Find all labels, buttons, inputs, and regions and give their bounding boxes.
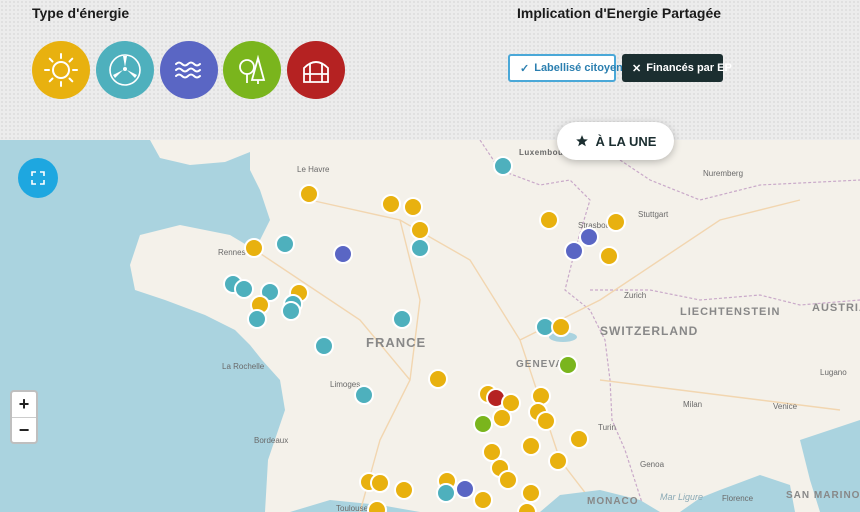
- project-marker-solar[interactable]: [539, 210, 559, 230]
- label-florence: Florence: [722, 494, 754, 503]
- project-marker-solar[interactable]: [492, 408, 512, 428]
- project-marker-solar[interactable]: [428, 369, 448, 389]
- energy-filter-wind[interactable]: [96, 41, 154, 99]
- label-france: FRANCE: [366, 335, 427, 350]
- label-stuttgart: Stuttgart: [638, 210, 669, 219]
- label-lugano: Lugano: [820, 368, 847, 377]
- labellise-citoyen-label: Labellisé citoyen: [534, 62, 623, 74]
- labellise-citoyen-button[interactable]: ✓ Labellisé citoyen: [508, 54, 623, 82]
- project-marker-solar[interactable]: [536, 411, 556, 431]
- label-turin: Turin: [598, 423, 616, 432]
- project-marker-solar[interactable]: [410, 220, 430, 240]
- label-la-rochelle: La Rochelle: [222, 362, 265, 371]
- project-marker-solar[interactable]: [381, 194, 401, 214]
- label-geneva: GENEVA: [516, 359, 564, 370]
- label-venice: Venice: [773, 402, 798, 411]
- energy-filter-solar[interactable]: [32, 41, 90, 99]
- project-marker-hydro[interactable]: [564, 241, 584, 261]
- close-icon: ✕: [632, 62, 642, 75]
- project-marker-biomass[interactable]: [558, 355, 578, 375]
- label-switzerland: SWITZERLAND: [600, 324, 699, 338]
- project-marker-solar[interactable]: [370, 473, 390, 493]
- zoom-control: + −: [10, 390, 38, 444]
- project-marker-solar[interactable]: [403, 197, 423, 217]
- project-marker-wind[interactable]: [410, 238, 430, 258]
- label-bordeaux: Bordeaux: [254, 436, 289, 445]
- project-marker-biomass[interactable]: [473, 414, 493, 434]
- fullscreen-button[interactable]: [18, 158, 58, 198]
- map-base-layer: [130, 140, 860, 512]
- water-waves-icon: [175, 61, 201, 79]
- featured-button[interactable]: À LA UNE: [557, 122, 674, 160]
- label-rennes: Rennes: [218, 248, 246, 257]
- project-marker-solar[interactable]: [299, 184, 319, 204]
- project-marker-wind[interactable]: [281, 301, 301, 321]
- project-marker-wind[interactable]: [247, 309, 267, 329]
- project-marker-solar[interactable]: [551, 317, 571, 337]
- label-strasbourg: Strasbourg: [578, 221, 618, 230]
- project-marker-solar[interactable]: [498, 470, 518, 490]
- label-zurich: Zurich: [624, 291, 647, 300]
- fullscreen-icon: [31, 171, 45, 185]
- project-marker-wind[interactable]: [392, 309, 412, 329]
- project-marker-solar[interactable]: [548, 451, 568, 471]
- featured-label: À LA UNE: [595, 133, 657, 149]
- project-marker-solar[interactable]: [606, 212, 626, 232]
- project-marker-solar[interactable]: [599, 246, 619, 266]
- check-icon: ✓: [520, 62, 530, 75]
- label-mar-ligure: Mar Ligure: [660, 492, 704, 502]
- energy-filter-methane[interactable]: [287, 41, 345, 99]
- label-limoges: Limoges: [330, 380, 361, 389]
- label-toulouse: Toulouse: [336, 504, 369, 512]
- label-nuremberg: Nuremberg: [703, 169, 744, 178]
- zoom-out-button[interactable]: −: [12, 417, 36, 442]
- label-monaco: MONACO: [587, 496, 639, 507]
- map-view[interactable]: Le Havre Luxembourg Nuremberg Stuttgart …: [0, 140, 860, 512]
- filter-panel: Type d'énergie Implication d'Energie Par…: [0, 0, 860, 140]
- star-icon: [575, 135, 588, 147]
- project-marker-wind[interactable]: [493, 156, 513, 176]
- wind-turbine-icon: [109, 54, 141, 86]
- project-marker-solar[interactable]: [569, 429, 589, 449]
- label-genoa: Genoa: [640, 460, 665, 469]
- project-marker-solar[interactable]: [473, 490, 493, 510]
- project-marker-solar[interactable]: [394, 480, 414, 500]
- project-marker-hydro[interactable]: [333, 244, 353, 264]
- label-le-havre: Le Havre: [297, 165, 330, 174]
- greenhouse-icon: [303, 61, 329, 83]
- energy-type-title: Type d'énergie: [32, 5, 130, 21]
- label-austria: AUSTRIA: [812, 302, 860, 314]
- project-marker-hydro[interactable]: [579, 227, 599, 247]
- energy-filter-biomass[interactable]: [223, 41, 281, 99]
- project-marker-solar[interactable]: [521, 436, 541, 456]
- project-marker-solar[interactable]: [367, 500, 387, 512]
- project-marker-solar[interactable]: [244, 238, 264, 258]
- finances-par-ep-button[interactable]: ✕ Financés par EP: [622, 54, 732, 82]
- project-marker-wind[interactable]: [275, 234, 295, 254]
- project-marker-wind[interactable]: [436, 483, 456, 503]
- project-marker-wind[interactable]: [354, 385, 374, 405]
- project-marker-wind[interactable]: [234, 279, 254, 299]
- sun-icon: [44, 53, 78, 87]
- project-marker-hydro[interactable]: [455, 479, 475, 499]
- project-marker-wind[interactable]: [314, 336, 334, 356]
- zoom-in-button[interactable]: +: [18, 394, 30, 414]
- project-marker-solar[interactable]: [517, 502, 537, 512]
- project-marker-solar[interactable]: [521, 483, 541, 503]
- label-liechtenstein: LIECHTENSTEIN: [680, 306, 781, 318]
- involvement-title: Implication d'Energie Partagée: [517, 5, 722, 21]
- label-milan: Milan: [683, 400, 703, 409]
- energy-filter-hydro[interactable]: [160, 41, 218, 99]
- label-san-marino: SAN MARINO: [786, 490, 860, 501]
- forest-icon: [239, 54, 266, 84]
- label-luxembourg: Luxembourg: [519, 148, 573, 157]
- finances-par-ep-label: Financés par EP: [646, 62, 732, 74]
